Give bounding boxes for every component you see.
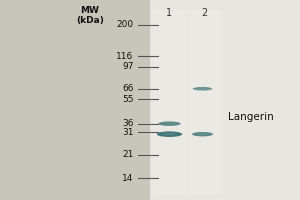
Text: MW
(kDa): MW (kDa): [76, 6, 104, 25]
Text: 21: 21: [122, 150, 134, 159]
Text: 14: 14: [122, 174, 134, 183]
Bar: [153, 10, 186, 194]
Text: 200: 200: [116, 20, 134, 29]
Bar: [188, 10, 220, 194]
Text: 2: 2: [201, 8, 207, 18]
Text: 55: 55: [122, 95, 134, 104]
Text: Langerin: Langerin: [228, 112, 274, 122]
Text: 66: 66: [122, 84, 134, 93]
Text: 31: 31: [122, 128, 134, 137]
Text: 97: 97: [122, 62, 134, 71]
Text: 116: 116: [116, 52, 134, 61]
Text: 1: 1: [167, 8, 172, 18]
Text: 36: 36: [122, 119, 134, 128]
